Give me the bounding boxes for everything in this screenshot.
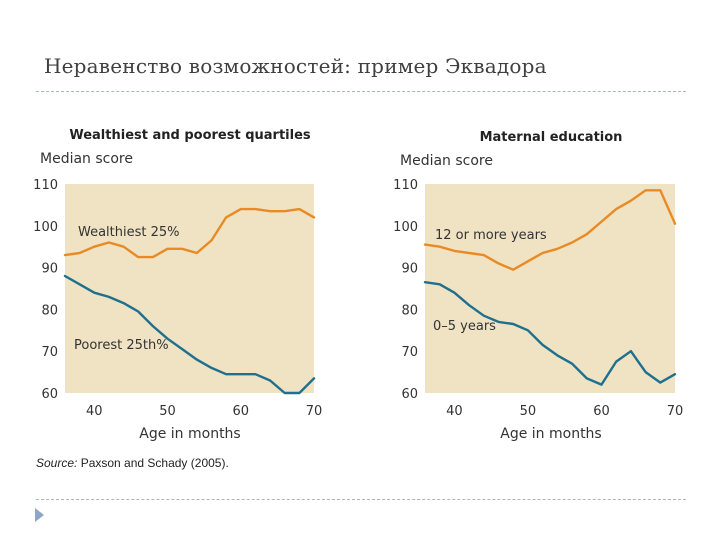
series-line-teal: [63, 274, 316, 395]
y-tick-label: 90: [41, 262, 58, 277]
y-tick-label: 80: [401, 303, 418, 318]
x-tick-label: 60: [232, 404, 249, 419]
source-text: Paxson and Schady (2005).: [77, 456, 229, 470]
chart-title: Wealthiest and poorest quartiles: [69, 128, 311, 143]
x-tick-label: 50: [520, 404, 537, 419]
x-tick-label: 70: [306, 404, 323, 419]
y-tick-label: 110: [393, 178, 418, 193]
y-tick-label: 90: [401, 262, 418, 277]
x-tick-label: 40: [446, 404, 463, 419]
plot-area: [425, 184, 675, 393]
x-tick-label: 40: [86, 404, 103, 419]
slide-nav-arrow-icon[interactable]: [35, 508, 44, 522]
source-prefix: Source:: [36, 456, 78, 470]
footer-divider: [36, 499, 686, 500]
y-tick-label: 110: [33, 178, 58, 193]
plot-area: [65, 184, 314, 393]
y-tick-label: 60: [401, 387, 418, 402]
x-axis-label: Age in months: [500, 426, 601, 442]
y-tick-label: 70: [41, 345, 58, 360]
x-tick-label: 50: [159, 404, 176, 419]
series-label-high-education: 12 or more years: [435, 228, 547, 243]
chart-wealth-quartiles: Wealthiest and poorest quartiles Median …: [33, 128, 322, 442]
title-divider: [36, 91, 686, 92]
x-tick-label: 70: [667, 404, 684, 419]
x-axis-label: Age in months: [139, 426, 240, 442]
source-note: Source: Paxson and Schady (2005).: [36, 456, 229, 470]
x-tick-label: 60: [593, 404, 610, 419]
y-tick-label: 70: [401, 345, 418, 360]
series-label-wealthiest: Wealthiest 25%: [78, 225, 180, 240]
y-axis-label: Median score: [400, 153, 493, 169]
y-axis-label: Median score: [40, 151, 133, 167]
chart-title: Maternal education: [480, 130, 623, 145]
chart-maternal-education: Maternal education Median score Age in m…: [393, 130, 683, 442]
y-tick-label: 60: [41, 387, 58, 402]
y-tick-label: 100: [33, 220, 58, 235]
series-line-teal: [423, 281, 677, 386]
y-tick-label: 80: [41, 303, 58, 318]
series-line-orange: [63, 207, 316, 259]
slide-title: Неравенство возможностей: пример Эквадор…: [44, 54, 547, 78]
series-label-low-education: 0–5 years: [433, 319, 496, 334]
y-tick-label: 100: [393, 220, 418, 235]
series-line-orange: [423, 189, 677, 271]
series-label-poorest: Poorest 25th%: [74, 338, 169, 353]
